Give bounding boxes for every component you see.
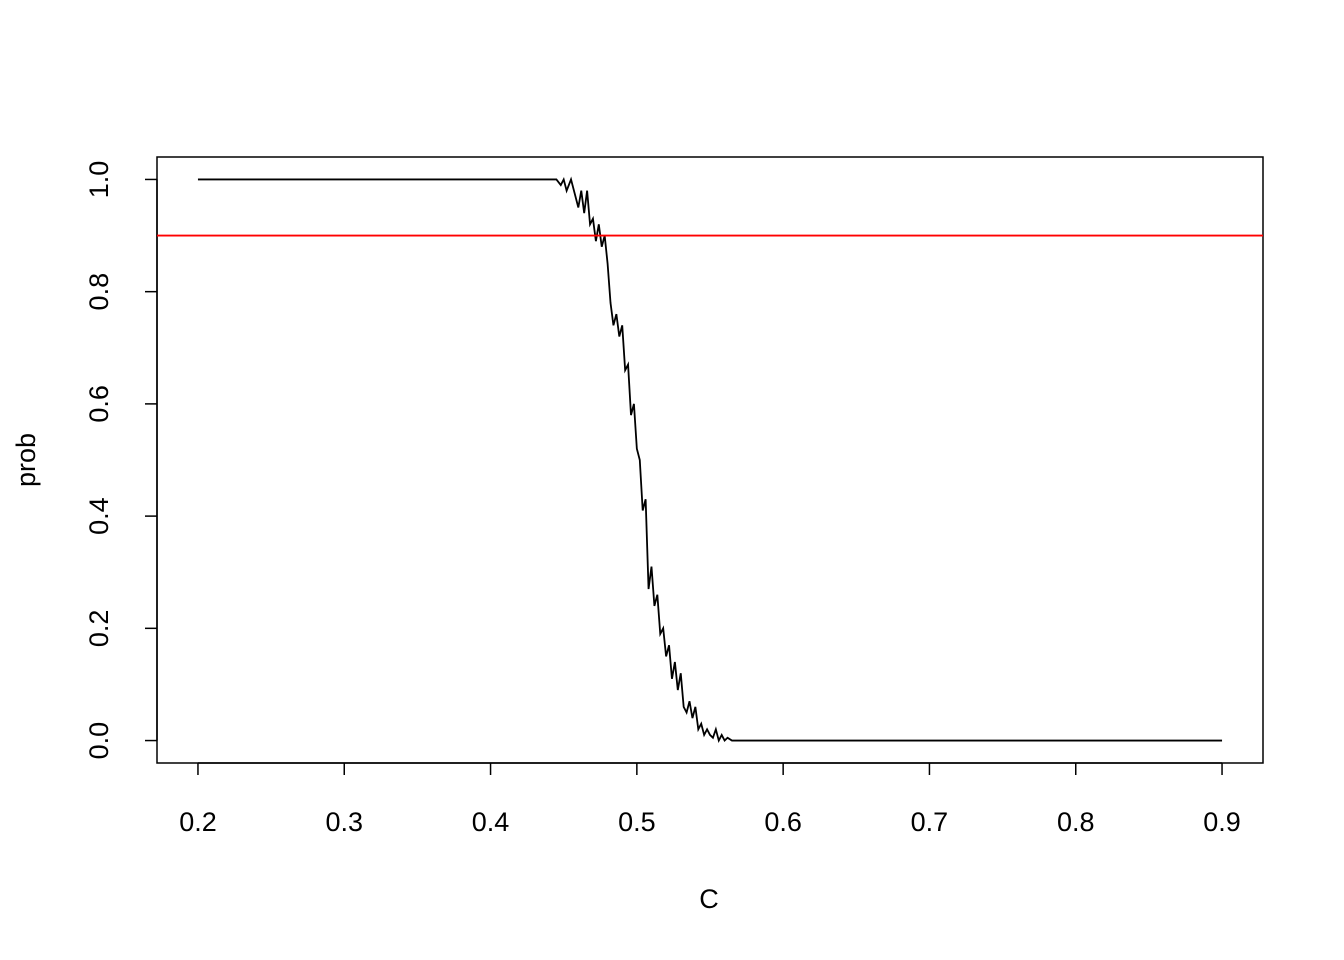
y-tick-label: 1.0 [84,161,114,199]
y-tick-label: 0.0 [84,722,114,760]
x-tick-label: 0.3 [325,807,363,837]
data-line [197,176,1223,744]
plot-frame [156,156,1264,764]
x-tick-label: 0.2 [179,807,217,837]
y-tick-label: 0.6 [84,385,114,423]
y-tick-label: 0.4 [84,497,114,535]
x-tick-label: 0.9 [1203,807,1241,837]
x-axis-label: C [699,884,719,914]
x-tick-label: 0.8 [1057,807,1095,837]
x-tick-label: 0.4 [472,807,510,837]
y-tick-label: 0.2 [84,610,114,648]
y-axis-label: prob [11,433,41,487]
y-tick-label: 0.8 [84,273,114,311]
x-tick-label: 0.7 [911,807,949,837]
x-tick-label: 0.6 [764,807,802,837]
x-tick-label: 0.5 [618,807,656,837]
